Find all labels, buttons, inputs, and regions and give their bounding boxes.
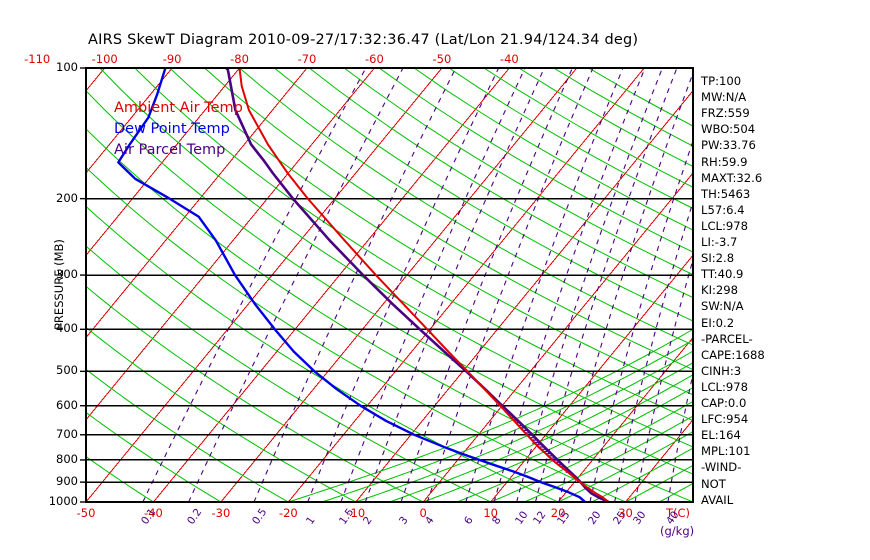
index-cap00-20: CAP:0.0 [701, 396, 747, 410]
index-avail-26: AVAIL [701, 492, 734, 507]
pressure-tick-900: 900 [56, 474, 78, 489]
index-mwna-1: MW:N/A [701, 90, 747, 105]
index-l5764-8: L57:6.4 [701, 202, 745, 217]
index-cinh3-18: CINH:3 [701, 363, 742, 378]
legend-item-1: Dew Point Temp [114, 121, 230, 137]
index-cape1688-17: CAPE:1688 [701, 347, 765, 362]
bottom-axis-tick-0: 0 [419, 506, 427, 520]
pressure-tick-1000: 1000 [48, 494, 78, 508]
index-frz559-2: FRZ:559 [701, 106, 750, 121]
index-ei02-15: EI:0.2 [701, 315, 735, 330]
bottom-axis-tick--40: -40 [144, 506, 163, 520]
mixing-ratio-axis-title: (g/kg) [660, 524, 695, 538]
pressure-tick-300: 300 [56, 267, 78, 282]
top-axis-tick--70: -70 [297, 52, 317, 66]
pressure-tick-200: 200 [56, 190, 78, 205]
bottom-axis-tick-10: 10 [483, 506, 498, 520]
index-maxt326-6: MAXT:32.6 [701, 170, 763, 185]
top-axis-tick--60: -60 [365, 52, 384, 66]
y-axis-title: PRESSURE (MB) [52, 239, 66, 330]
top-axis-tick--80: -80 [230, 52, 249, 66]
pressure-tick-400: 400 [56, 321, 78, 336]
pressure-tick-800: 800 [56, 451, 78, 466]
pressure-tick-600: 600 [56, 397, 78, 412]
index-lcl978-19: LCL:978 [701, 379, 749, 394]
legend-item-0: Ambient Air Temp [114, 100, 243, 116]
index-swna-14: SW:N/A [701, 299, 744, 314]
index-el164-22: EL:164 [701, 428, 741, 443]
pressure-tick-700: 700 [56, 426, 78, 441]
index-tt409-12: TT:40.9 [701, 267, 744, 282]
index-lfc954-21: LFC:954 [701, 412, 749, 427]
bottom-axis-tick--50: -50 [76, 506, 96, 520]
pressure-tick-500: 500 [56, 363, 78, 378]
top-axis-tick--50: -50 [432, 52, 452, 66]
index-tp100-0: TP:100 [701, 74, 742, 88]
index-si28-11: SI:2.8 [701, 251, 735, 266]
page-title: AIRS SkewT Diagram 2010-09-27/17:32:36.4… [88, 32, 639, 48]
top-axis-tick--110: -110 [24, 52, 51, 66]
index-parcel-16: -PARCEL- [701, 331, 753, 346]
index-not-25: NOT [701, 476, 726, 491]
top-axis-tick--100: -100 [91, 52, 118, 66]
bottom-axis-tick-30: 30 [618, 506, 633, 520]
top-axis-tick--90: -90 [162, 52, 182, 66]
index-rh599-5: RH:59.9 [701, 154, 748, 169]
index-mpl101-23: MPL:101 [701, 444, 751, 459]
bottom-axis-tick--30: -30 [211, 506, 231, 520]
index-wind-24: -WIND- [701, 460, 742, 475]
index-th5463-7: TH:5463 [701, 186, 751, 201]
bottom-axis-title: T(C) [666, 506, 691, 520]
top-axis-tick--40: -40 [499, 52, 519, 66]
bottom-axis-tick--10: -10 [346, 506, 366, 520]
index-lcl978-9: LCL:978 [701, 218, 749, 233]
legend-item-2: Air Parcel Temp [114, 142, 226, 158]
index-li37-10: LI:-3.7 [701, 235, 738, 249]
pressure-tick-100: 100 [56, 60, 78, 74]
bottom-axis-tick-20: 20 [550, 506, 566, 520]
index-ki298-13: KI:298 [701, 283, 739, 298]
index-wbo504-3: WBO:504 [701, 122, 756, 137]
index-pw3376-4: PW:33.76 [701, 138, 756, 153]
bottom-axis-tick--20: -20 [278, 506, 298, 520]
